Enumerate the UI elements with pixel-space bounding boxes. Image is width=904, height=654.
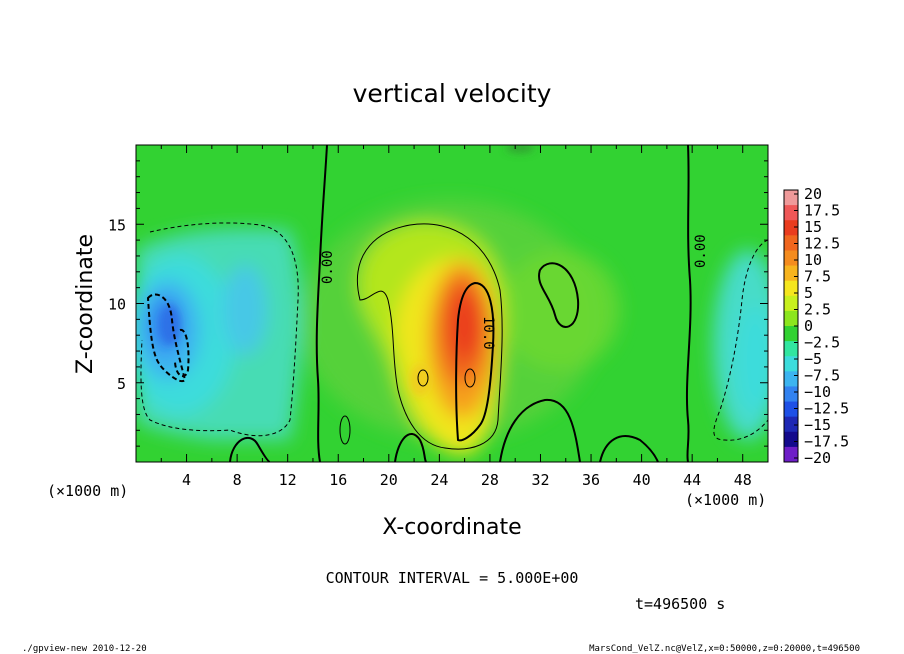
x-tick-label: 16	[329, 471, 347, 489]
colorbar-segment	[784, 431, 798, 448]
x-tick-label: 44	[683, 471, 701, 489]
colorbar-label: 17.5	[804, 202, 840, 220]
footer-left: ./gpview-new 2010-12-20	[22, 644, 147, 654]
y-tick-label: 5	[117, 375, 126, 393]
colorbar-segment	[784, 371, 798, 387]
x-unit-label-right: (×1000 m)	[685, 491, 766, 509]
colorbar-label: 0	[804, 317, 813, 335]
time-text: t=496500 s	[635, 595, 725, 613]
colorbar-segment	[784, 265, 798, 282]
colorbar-label: 2.5	[804, 301, 831, 319]
contour-interval-text: CONTOUR INTERVAL = 5.000E+00	[326, 569, 579, 587]
colorbar-label: 12.5	[804, 235, 840, 253]
colorbar-label: −17.5	[804, 433, 849, 451]
colorbar-label: 5	[804, 284, 813, 302]
contour-label-2: 10.0	[480, 316, 496, 350]
x-unit-label-left: (×1000 m)	[47, 482, 128, 500]
colorbar-label: −2.5	[804, 334, 840, 352]
x-axis: 4 8 12 16 20 24 28 32 36 40 44 48	[160, 145, 769, 489]
y-tick-label: 15	[108, 216, 126, 234]
x-tick-label: 12	[279, 471, 297, 489]
colorbar-segment	[784, 341, 798, 357]
colorbar-segment	[784, 356, 798, 372]
colorbar-segment	[784, 235, 798, 251]
x-tick-label: 20	[380, 471, 398, 489]
colorbar-label: −15	[804, 416, 831, 434]
colorbar-segment	[784, 310, 798, 327]
x-tick-label: 32	[531, 471, 549, 489]
velocity-field-detail	[160, 145, 534, 396]
x-tick-label: 36	[582, 471, 600, 489]
colorbar-label: −5	[804, 350, 822, 368]
colorbar: 2017.51512.5107.552.50−2.5−5−7.5−10−12.5…	[783, 185, 849, 467]
velocity-field	[136, 200, 768, 456]
colorbar-segment	[784, 220, 798, 236]
x-tick-label: 28	[481, 471, 499, 489]
colorbar-segment	[784, 416, 798, 433]
colorbar-segment	[784, 250, 798, 267]
colorbar-label: 20	[804, 185, 822, 203]
x-tick-label: 24	[430, 471, 448, 489]
colorbar-segment	[784, 280, 798, 297]
colorbar-label: −7.5	[804, 367, 840, 385]
y-axis-title: Z-coordinate	[73, 234, 98, 374]
colorbar-label: 15	[804, 218, 822, 236]
footer-right: MarsCond_VelZ.nc@VelZ,x=0:50000,z=0:2000…	[589, 644, 860, 654]
contour-label-1: 0.00	[320, 250, 336, 284]
colorbar-segment	[784, 446, 798, 463]
contour-lines	[140, 145, 768, 462]
colorbar-segment	[784, 386, 798, 403]
x-axis-title: X-coordinate	[382, 515, 521, 540]
colorbar-label: 10	[804, 251, 822, 269]
plot-area: 0.00 10.0 0.00	[136, 145, 768, 462]
colorbar-segment	[784, 326, 798, 342]
colorbar-label: 7.5	[804, 268, 831, 286]
y-axis: 5 10 15	[108, 160, 768, 447]
colorbar-segment	[784, 401, 798, 418]
colorbar-segment	[784, 205, 798, 221]
x-tick-label: 8	[233, 471, 242, 489]
x-tick-label: 48	[734, 471, 752, 489]
colorbar-label: −12.5	[804, 400, 849, 418]
contour-label-3: 0.00	[693, 234, 709, 268]
contour-labels: 0.00 10.0 0.00	[320, 234, 709, 349]
colorbar-label: −20	[804, 449, 831, 467]
colorbar-segment	[784, 190, 798, 206]
y-tick-label: 10	[108, 296, 126, 314]
colorbar-segment	[784, 295, 798, 312]
x-tick-label: 40	[633, 471, 651, 489]
x-tick-label: 4	[182, 471, 191, 489]
colorbar-label: −10	[804, 383, 831, 401]
chart-title: vertical velocity	[353, 79, 552, 108]
